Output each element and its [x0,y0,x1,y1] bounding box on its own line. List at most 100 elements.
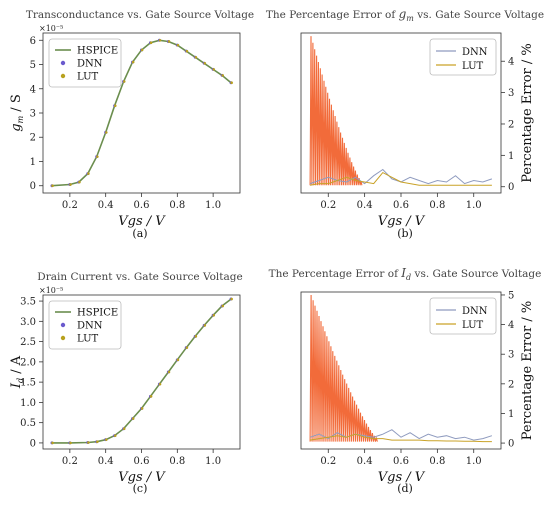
x-tick-label: 1.0 [205,200,221,211]
legend-box [429,297,497,335]
x-axis-label: Vgs / V [378,470,426,485]
marker-lut [185,346,189,349]
x-tick-label: 0.8 [429,200,445,211]
legend: HSPICE DNN LUT [48,300,122,350]
y-tick-label: 0 [30,181,36,192]
marker-lut [104,438,108,441]
x-tick-label: 0.6 [393,200,409,211]
legend-swatch-lut [60,73,66,79]
marker-lut [221,74,224,77]
marker-lut [176,358,180,362]
x-tick-label: 0.4 [357,200,373,211]
panel-caption: (a) [132,227,147,240]
chart-title-sub: d [406,273,411,282]
legend: DNN LUT [429,297,497,335]
y-tick-label: 5 [30,60,36,71]
legend-label: HSPICE [77,308,118,319]
marker-lut [96,440,99,444]
marker-lut [203,62,207,65]
marker-lut [122,80,126,83]
x-axis-label: Vgs / V [118,470,166,485]
plot-area [50,297,233,445]
legend-swatch-dnn [60,60,66,66]
x-tick-label: 0.2 [62,456,78,467]
x-tick-label: 0.8 [169,456,185,467]
x-tick-label: 0.2 [320,200,336,211]
chart-title-post: vs. Gate Source Voltage [414,9,544,21]
chart-title: Transconductance vs. Gate Source Voltage [26,9,254,21]
y-tick-label: 6 [30,36,36,47]
marker-lut [78,180,81,184]
y-tick-label: 0 [508,182,514,193]
y-tick-label: 1 [508,409,514,420]
spike-line [309,36,363,186]
marker-lut [185,49,189,53]
marker-lut [212,68,216,71]
y-axis-label-main: I [9,382,24,389]
y-tick-label: 4 [30,84,36,95]
plot-area [309,36,493,186]
legend-swatch-dnn [60,322,66,328]
y-axis-label: Percentage Error / % [520,301,535,441]
panel-caption: (c) [133,482,148,495]
y-tick-label: 1 [30,157,36,168]
y-tick-label: 3 [508,350,514,361]
legend-label: DNN [462,47,488,58]
marker-lut [113,104,117,108]
chart-title-main: g [399,7,407,21]
marker-lut [230,81,233,84]
chart-title-post: vs. Gate Source Voltage [411,268,541,280]
y-tick-label: 1 [508,151,514,162]
panel-caption: (b) [397,227,413,240]
y-tick-label: 3.0 [20,317,36,328]
legend-box [48,300,122,350]
y-axis-label: Id / A [9,355,25,389]
y-tick-label: 2 [30,133,36,144]
marker-lut [122,427,126,431]
x-tick-label: 1.0 [205,456,221,467]
y-tick-label: 1.5 [20,378,36,389]
marker-lut [113,434,117,437]
marker-lut [69,441,72,445]
x-tick-label: 0.4 [357,456,373,467]
marker-lut [167,40,171,43]
x-tick-label: 0.2 [320,456,336,467]
series-line-dnn [309,429,493,441]
y-tick-label: 4 [508,57,514,68]
chart-title-sub: m [406,14,414,23]
y-tick-label: 4 [508,320,514,331]
y-tick-label: 0 [508,439,514,450]
marker-lut [104,131,108,134]
y-tick-label: 2 [508,119,514,130]
x-axis-label: Vgs / V [378,214,426,229]
x-axis-label: Vgs / V [118,214,166,229]
plot-area [50,38,233,188]
legend-label: DNN [77,59,103,70]
marker-lut [131,417,135,420]
chart-title: The Percentage Error of Id vs. Gate Sour… [269,266,542,282]
plot-area [309,294,493,443]
marker-lut [194,335,198,338]
marker-lut [149,41,153,44]
y-axis-label-main: g [9,123,24,131]
x-tick-label: 0.6 [393,456,409,467]
chart-c: Drain Current vs. Gate Source Voltage 0.2… [9,271,243,495]
marker-lut [69,183,72,186]
series-line-hspice [51,39,232,187]
marker-lut [149,395,153,398]
marker-lut [167,370,171,374]
legend-label: LUT [462,61,484,72]
y-axis-label-unit: / S [9,94,24,116]
panel-caption: (d) [397,482,413,495]
legend-label: LUT [77,334,99,345]
y-exponent: ×10⁻⁵ [39,24,63,33]
legend-box [48,38,122,88]
y-exponent: ×10⁻⁵ [39,286,63,295]
legend-label: DNN [462,306,488,317]
legend-label: DNN [77,321,103,332]
marker-lut [140,407,144,410]
marker-lut [158,38,162,42]
marker-lut [158,382,162,386]
